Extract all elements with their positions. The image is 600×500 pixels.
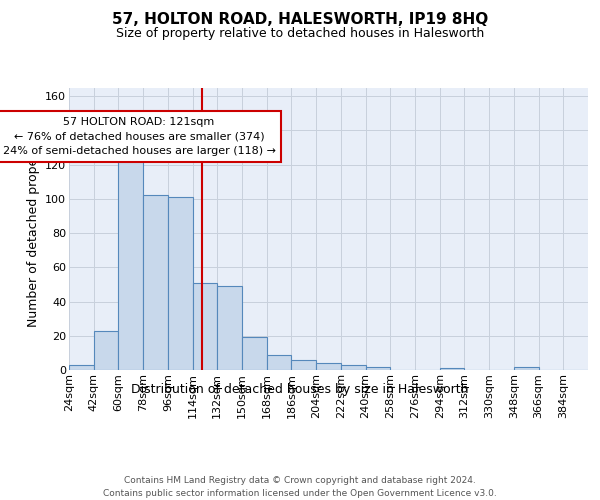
Bar [267, 354, 292, 370]
Text: Contains HM Land Registry data © Crown copyright and database right 2024.
Contai: Contains HM Land Registry data © Crown c… [103, 476, 497, 498]
Bar [316, 363, 341, 370]
Bar [143, 196, 168, 370]
Text: Size of property relative to detached houses in Halesworth: Size of property relative to detached ho… [116, 28, 484, 40]
Bar [94, 330, 118, 370]
Bar [193, 282, 217, 370]
Bar [69, 365, 94, 370]
Bar [168, 197, 193, 370]
Text: 57 HOLTON ROAD: 121sqm
← 76% of detached houses are smaller (374)
24% of semi-de: 57 HOLTON ROAD: 121sqm ← 76% of detached… [2, 116, 275, 156]
Text: Distribution of detached houses by size in Halesworth: Distribution of detached houses by size … [131, 382, 469, 396]
Text: 57, HOLTON ROAD, HALESWORTH, IP19 8HQ: 57, HOLTON ROAD, HALESWORTH, IP19 8HQ [112, 12, 488, 28]
Bar [118, 154, 143, 370]
Bar [341, 365, 365, 370]
Bar [514, 366, 539, 370]
Bar [365, 366, 390, 370]
Bar [217, 286, 242, 370]
Y-axis label: Number of detached properties: Number of detached properties [26, 130, 40, 327]
Bar [292, 360, 316, 370]
Bar [440, 368, 464, 370]
Bar [242, 338, 267, 370]
